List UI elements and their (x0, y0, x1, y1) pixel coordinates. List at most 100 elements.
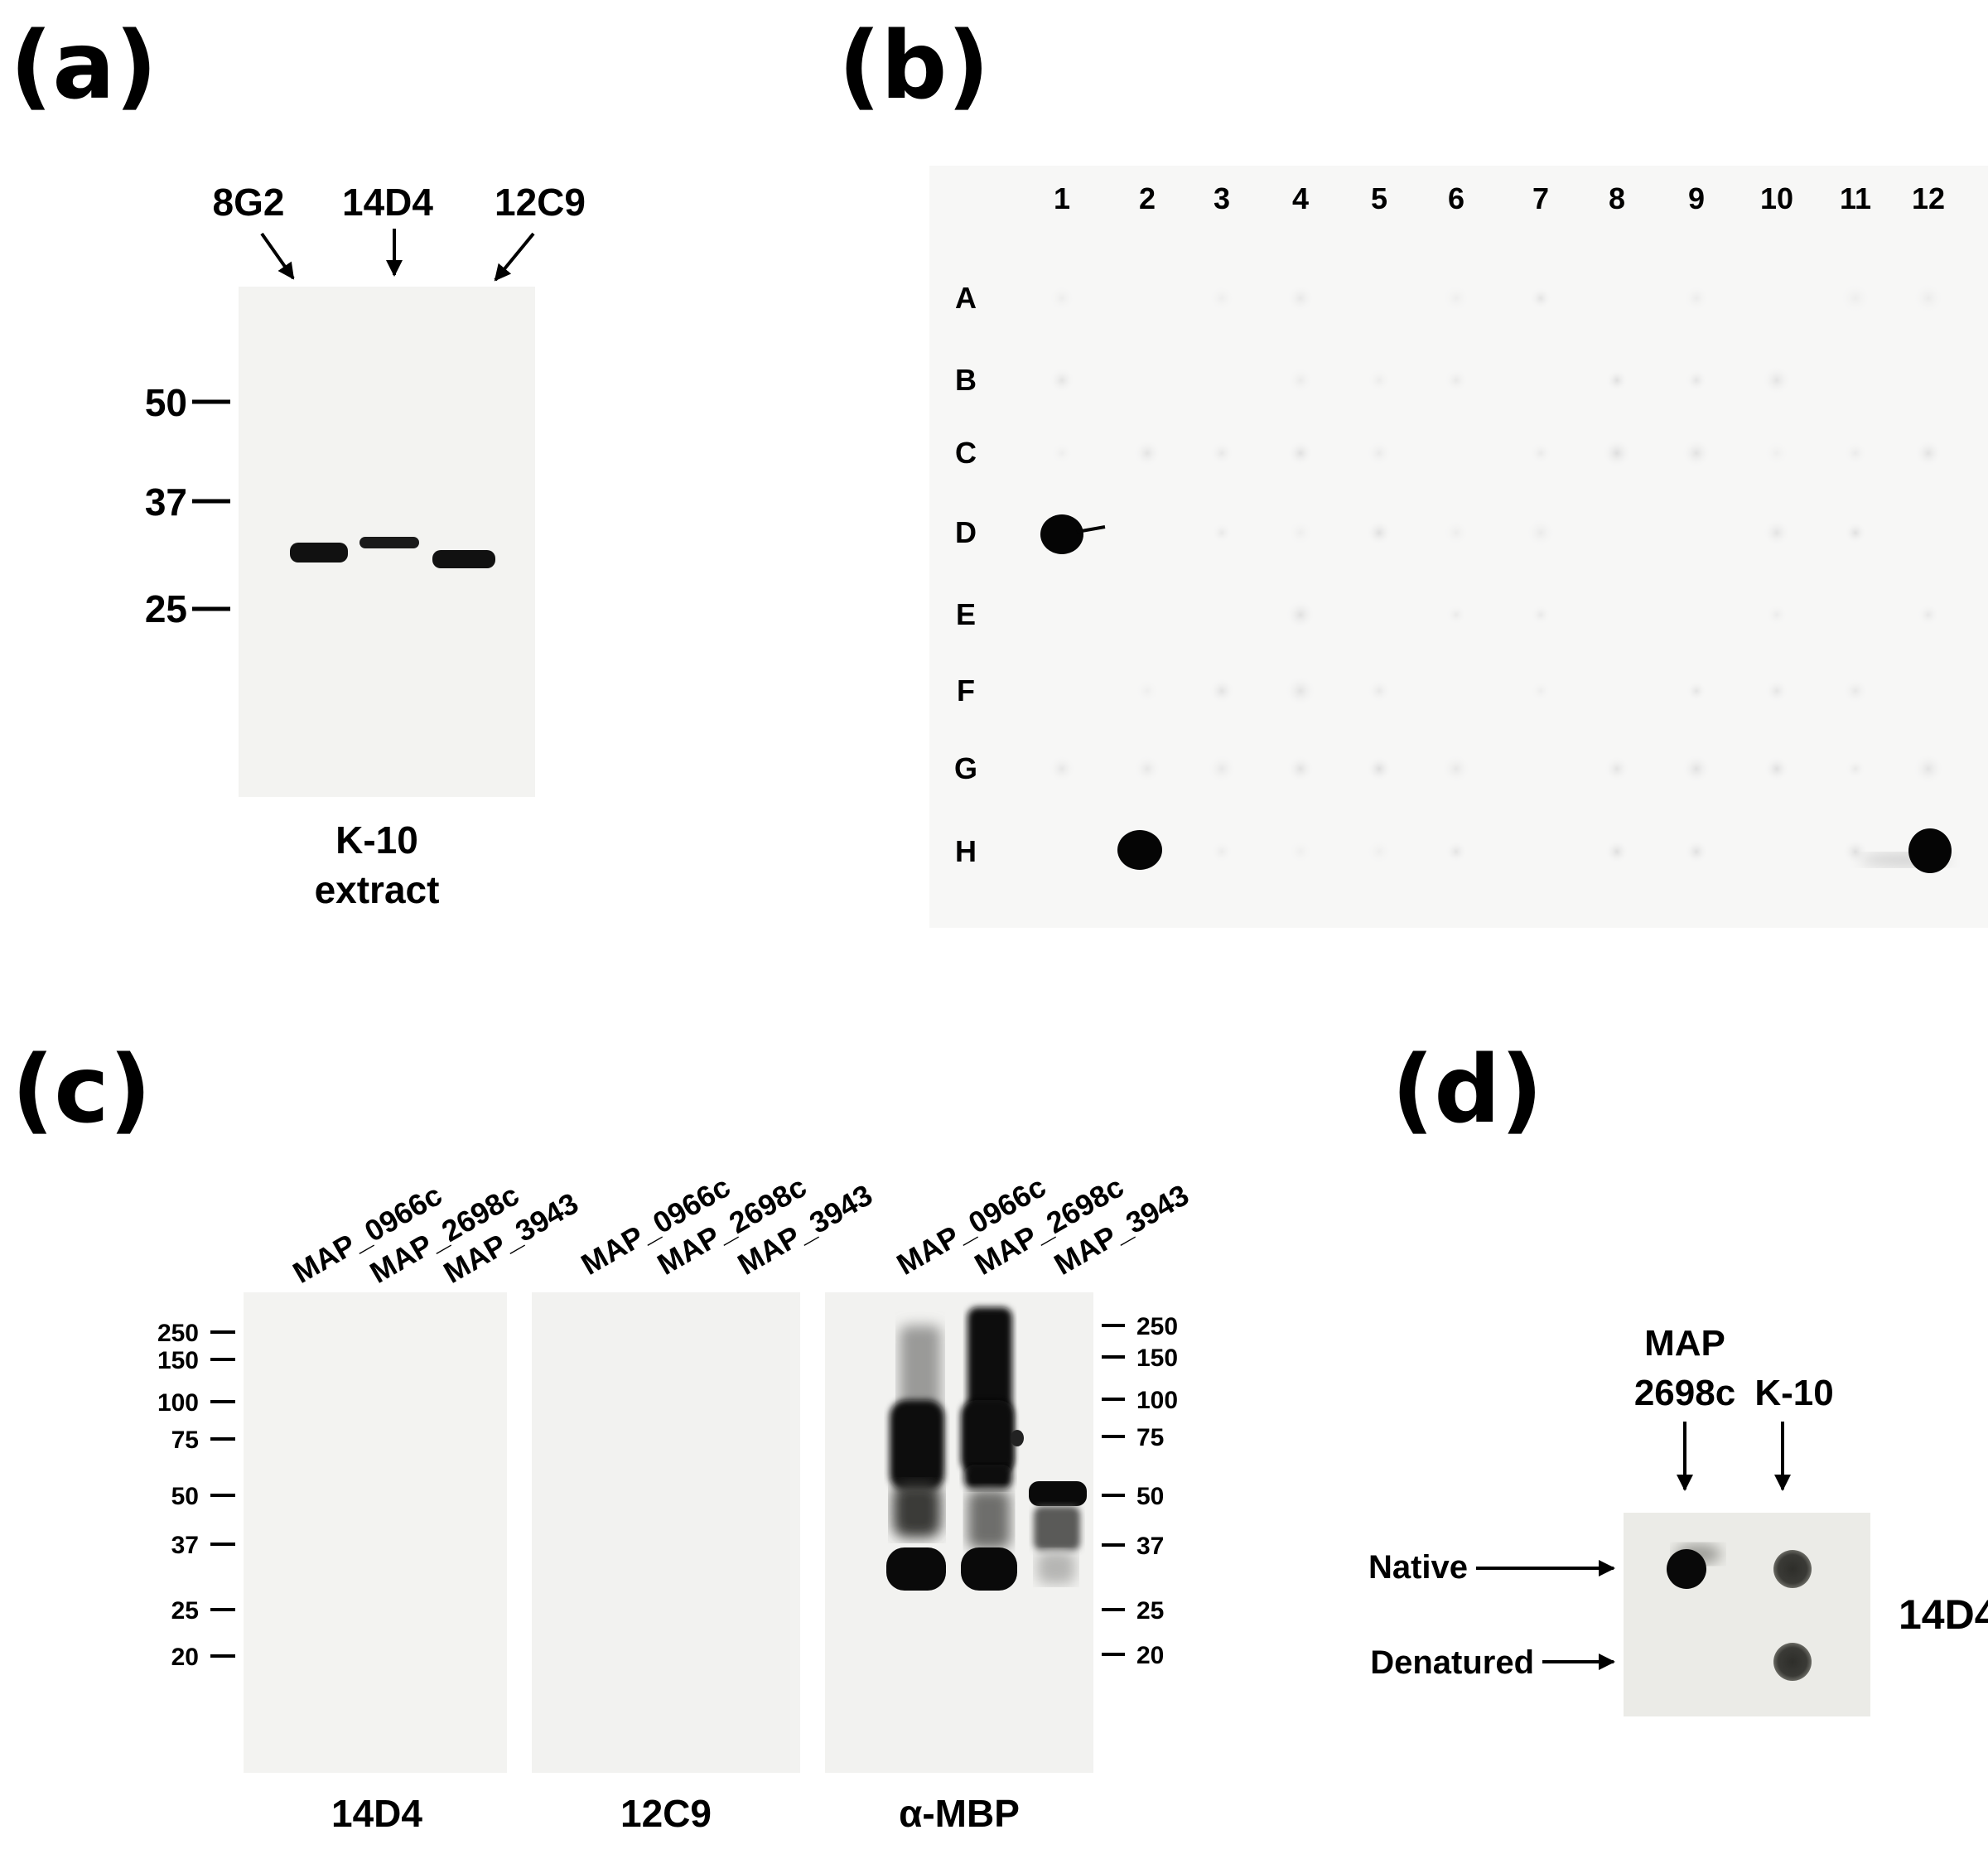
faint-dots (1049, 283, 1943, 864)
positive-spot-d1 (1040, 514, 1106, 554)
faint-dot (1531, 681, 1551, 701)
faint-dot (1289, 840, 1312, 863)
faint-dot (1051, 442, 1073, 464)
faint-dot (1210, 442, 1233, 465)
mw-left: 150 (157, 1347, 199, 1374)
mw-right: 50 (1136, 1483, 1164, 1510)
panel-a-letter: (a) (10, 12, 157, 120)
row-label: D (955, 515, 977, 549)
blot-14d4 (244, 1292, 507, 1773)
dot-native-k10 (1773, 1550, 1812, 1588)
faint-dot (1604, 756, 1629, 781)
mw-37: 37 (145, 480, 187, 524)
faint-dot (1049, 286, 1074, 311)
mw-right: 37 (1136, 1533, 1164, 1560)
positive-spot-h2 (1117, 830, 1162, 870)
dot-denatured-k10 (1773, 1643, 1812, 1681)
row-label: E (956, 597, 976, 631)
faint-dot (1686, 681, 1706, 701)
row-label: C (955, 436, 977, 470)
faint-dot (1764, 756, 1789, 781)
faint-dot (1049, 368, 1074, 393)
faint-dot (1766, 604, 1788, 625)
lane-label-8g2: 8G2 (213, 181, 285, 224)
mw-right: 25 (1136, 1597, 1164, 1625)
mbp-lane-map3943 (1029, 1481, 1087, 1584)
blot-caption-12c9: 12C9 (620, 1792, 712, 1835)
faint-dot (1527, 519, 1555, 547)
faint-dot (1445, 369, 1468, 392)
faint-dot (1444, 520, 1469, 545)
faint-dot (1684, 286, 1709, 311)
faint-dot (1845, 522, 1866, 543)
band-12c9 (432, 550, 495, 568)
col-label: 11 (1840, 181, 1871, 215)
col-label: 4 (1292, 181, 1309, 215)
col-label: 6 (1448, 181, 1464, 215)
mw-left: 25 (171, 1597, 199, 1625)
mw-right: 100 (1136, 1387, 1178, 1414)
faint-dot (1918, 604, 1939, 625)
faint-dot (1212, 523, 1232, 543)
band-14d4 (359, 537, 419, 548)
row-label-denatured: Denatured (1370, 1644, 1534, 1681)
faint-dot (1844, 442, 1867, 465)
row-label: A (955, 281, 977, 315)
mw-left: 20 (171, 1644, 199, 1671)
mw-right: 150 (1136, 1345, 1178, 1372)
faint-dot (1530, 287, 1551, 309)
faint-dot (1446, 605, 1466, 625)
faint-dot (1606, 369, 1628, 391)
mw-left: 50 (171, 1483, 199, 1510)
faint-dot (1763, 366, 1791, 394)
faint-dot (1208, 755, 1236, 783)
col-label: 9 (1688, 181, 1705, 215)
faint-dot (1211, 841, 1233, 862)
faint-dot (1286, 601, 1315, 629)
row-label: H (955, 834, 977, 868)
faint-dot (1913, 283, 1943, 313)
antibody-label-14d4: 14D4 (1899, 1591, 1988, 1638)
faint-dot (1445, 841, 1467, 862)
faint-dot (1843, 839, 1868, 864)
faint-dot (1134, 756, 1160, 782)
mbp-lane-map2698c (961, 1307, 1024, 1591)
mw-left: 75 (171, 1427, 199, 1454)
faint-dot (1286, 676, 1315, 706)
faint-dot (1682, 755, 1711, 783)
mw-50: 50 (145, 381, 187, 424)
panel-b: (b) 1 2 3 4 5 6 7 8 9 10 11 12 A B C D E… (838, 12, 1988, 928)
col-label: 1 (1054, 181, 1070, 215)
blot-caption-mbp: α-MBP (899, 1792, 1020, 1835)
col-label: 8 (1609, 181, 1625, 215)
col-label: 3 (1214, 181, 1230, 215)
col-label: 7 (1532, 181, 1549, 215)
faint-dot (1846, 759, 1865, 779)
faint-dot (1134, 440, 1160, 466)
panel-c-letter: (c) (12, 1036, 152, 1144)
panel-b-letter: (b) (838, 12, 990, 120)
mw-ladder-right: 250 150 100 75 50 37 25 20 (1102, 1313, 1178, 1669)
arrow-8g2 (260, 232, 295, 280)
faint-dot (1443, 285, 1469, 311)
col-label-2698c: 2698c (1634, 1373, 1735, 1413)
faint-dot (1367, 756, 1392, 781)
positive-spot-h12 (1908, 828, 1952, 873)
faint-dot (1442, 755, 1470, 783)
col-label-k10: K-10 (1754, 1373, 1833, 1413)
blot-caption-14d4: 14D4 (331, 1792, 422, 1835)
row-label: G (954, 751, 977, 785)
panel-d-letter: (d) (1392, 1036, 1543, 1144)
faint-dot (1288, 368, 1313, 393)
faint-dot (1287, 285, 1314, 311)
faint-dot (1605, 840, 1629, 863)
mw-right: 20 (1136, 1642, 1164, 1669)
faint-dot (1686, 369, 1707, 391)
row-label: B (955, 363, 977, 397)
col-label: 2 (1139, 181, 1156, 215)
blot-12c9 (532, 1292, 800, 1773)
faint-dot (1209, 286, 1234, 311)
panel-c: (c) MAP_0966c MAP_2698c MAP_3943 MAP_096… (12, 1036, 1194, 1835)
faint-dot (1764, 519, 1790, 546)
